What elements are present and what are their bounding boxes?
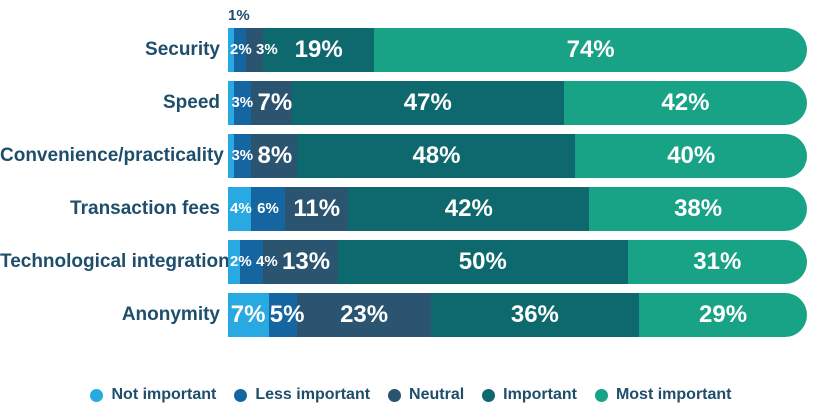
bar-row: Technological integration 2% 4% 13% 50% 31% <box>0 240 807 284</box>
bar-segment <box>228 28 234 72</box>
bar-segment <box>297 134 576 178</box>
legend-item-label: Less important <box>255 386 371 403</box>
category-label: Technological integration <box>0 251 230 272</box>
legend-dot-icon <box>594 388 608 402</box>
bar-segment <box>374 28 807 72</box>
bar-segment <box>251 81 292 125</box>
legend-item-label: Important <box>503 386 577 403</box>
legend-dot-icon <box>482 388 496 402</box>
legend-item: Neutral <box>388 386 464 404</box>
bar-row: Speed 3% 7% 47% 42% <box>0 81 807 125</box>
bar: 3% 8% 48% 40% <box>228 134 807 178</box>
legend-item: Important <box>482 386 577 404</box>
bar-segment <box>228 187 251 231</box>
bar-segment <box>263 28 375 72</box>
bar-segment <box>268 293 298 337</box>
legend-item: Less important <box>234 386 370 404</box>
category-label: Speed <box>162 92 220 113</box>
bar: 2% 4% 13% 50% 31% <box>228 240 807 284</box>
legend-dot-icon <box>90 388 104 402</box>
legend-item-label: Not important <box>111 386 217 403</box>
bar-segment <box>228 81 234 125</box>
bar-segment <box>251 134 298 178</box>
bar-segment <box>233 28 246 72</box>
bar-segment <box>250 187 286 231</box>
category-label: Security <box>145 39 220 60</box>
bar: 1% 2% 3% 19% 74% <box>228 8 807 72</box>
bar: 7% 5% 23% 36% 29% <box>228 293 807 337</box>
bar-segment <box>575 134 807 178</box>
bar-segment <box>291 81 564 125</box>
legend-item-label: Most important <box>615 386 732 403</box>
chart-rows: Security 1% 2% 3% 19% 74% Speed 3% 7% 47% 42% Conve… <box>0 8 807 346</box>
bar-row: Convenience/practicality 3% 8% 48% 40% <box>0 134 807 178</box>
bar: 3% 7% 47% 42% <box>228 81 807 125</box>
bar-row: Security 1% 2% 3% 19% 74% <box>0 8 807 72</box>
bar-segment <box>589 187 807 231</box>
bar-segment <box>430 293 640 337</box>
legend-item: Not important <box>90 386 216 404</box>
bar-segment <box>245 28 264 72</box>
bar-segment <box>239 240 263 284</box>
bar-segment <box>348 187 590 231</box>
bar: 4% 6% 11% 42% 38% <box>228 187 807 231</box>
category-label: Anonymity <box>121 304 220 325</box>
legend-dot-icon <box>234 388 248 402</box>
bar-segment <box>233 134 252 178</box>
bar-segment <box>228 293 269 337</box>
bar-segment <box>639 293 807 337</box>
legend-dot-icon <box>388 388 402 402</box>
legend: Not important Less important Neutral Import… <box>0 386 822 404</box>
bar-row: Transaction fees 4% 6% 11% 42% 38% <box>0 187 807 231</box>
legend-item-label: Neutral <box>409 386 465 403</box>
bar-segment <box>297 293 431 337</box>
category-label: Convenience/practicality <box>0 145 224 166</box>
bar-row: Anonymity 7% 5% 23% 36% 29% <box>0 293 807 337</box>
legend-item: Most important <box>594 386 732 404</box>
bar-segment <box>262 240 338 284</box>
bar-segment <box>338 240 628 284</box>
bar-segment <box>285 187 349 231</box>
bar-segment <box>228 134 234 178</box>
bar-segment <box>233 81 252 125</box>
bar-segment <box>563 81 807 125</box>
category-label: Transaction fees <box>70 198 220 219</box>
bar-segment <box>627 240 807 284</box>
bar-segment <box>228 240 240 284</box>
bar-segment-label: 1% <box>228 7 250 24</box>
